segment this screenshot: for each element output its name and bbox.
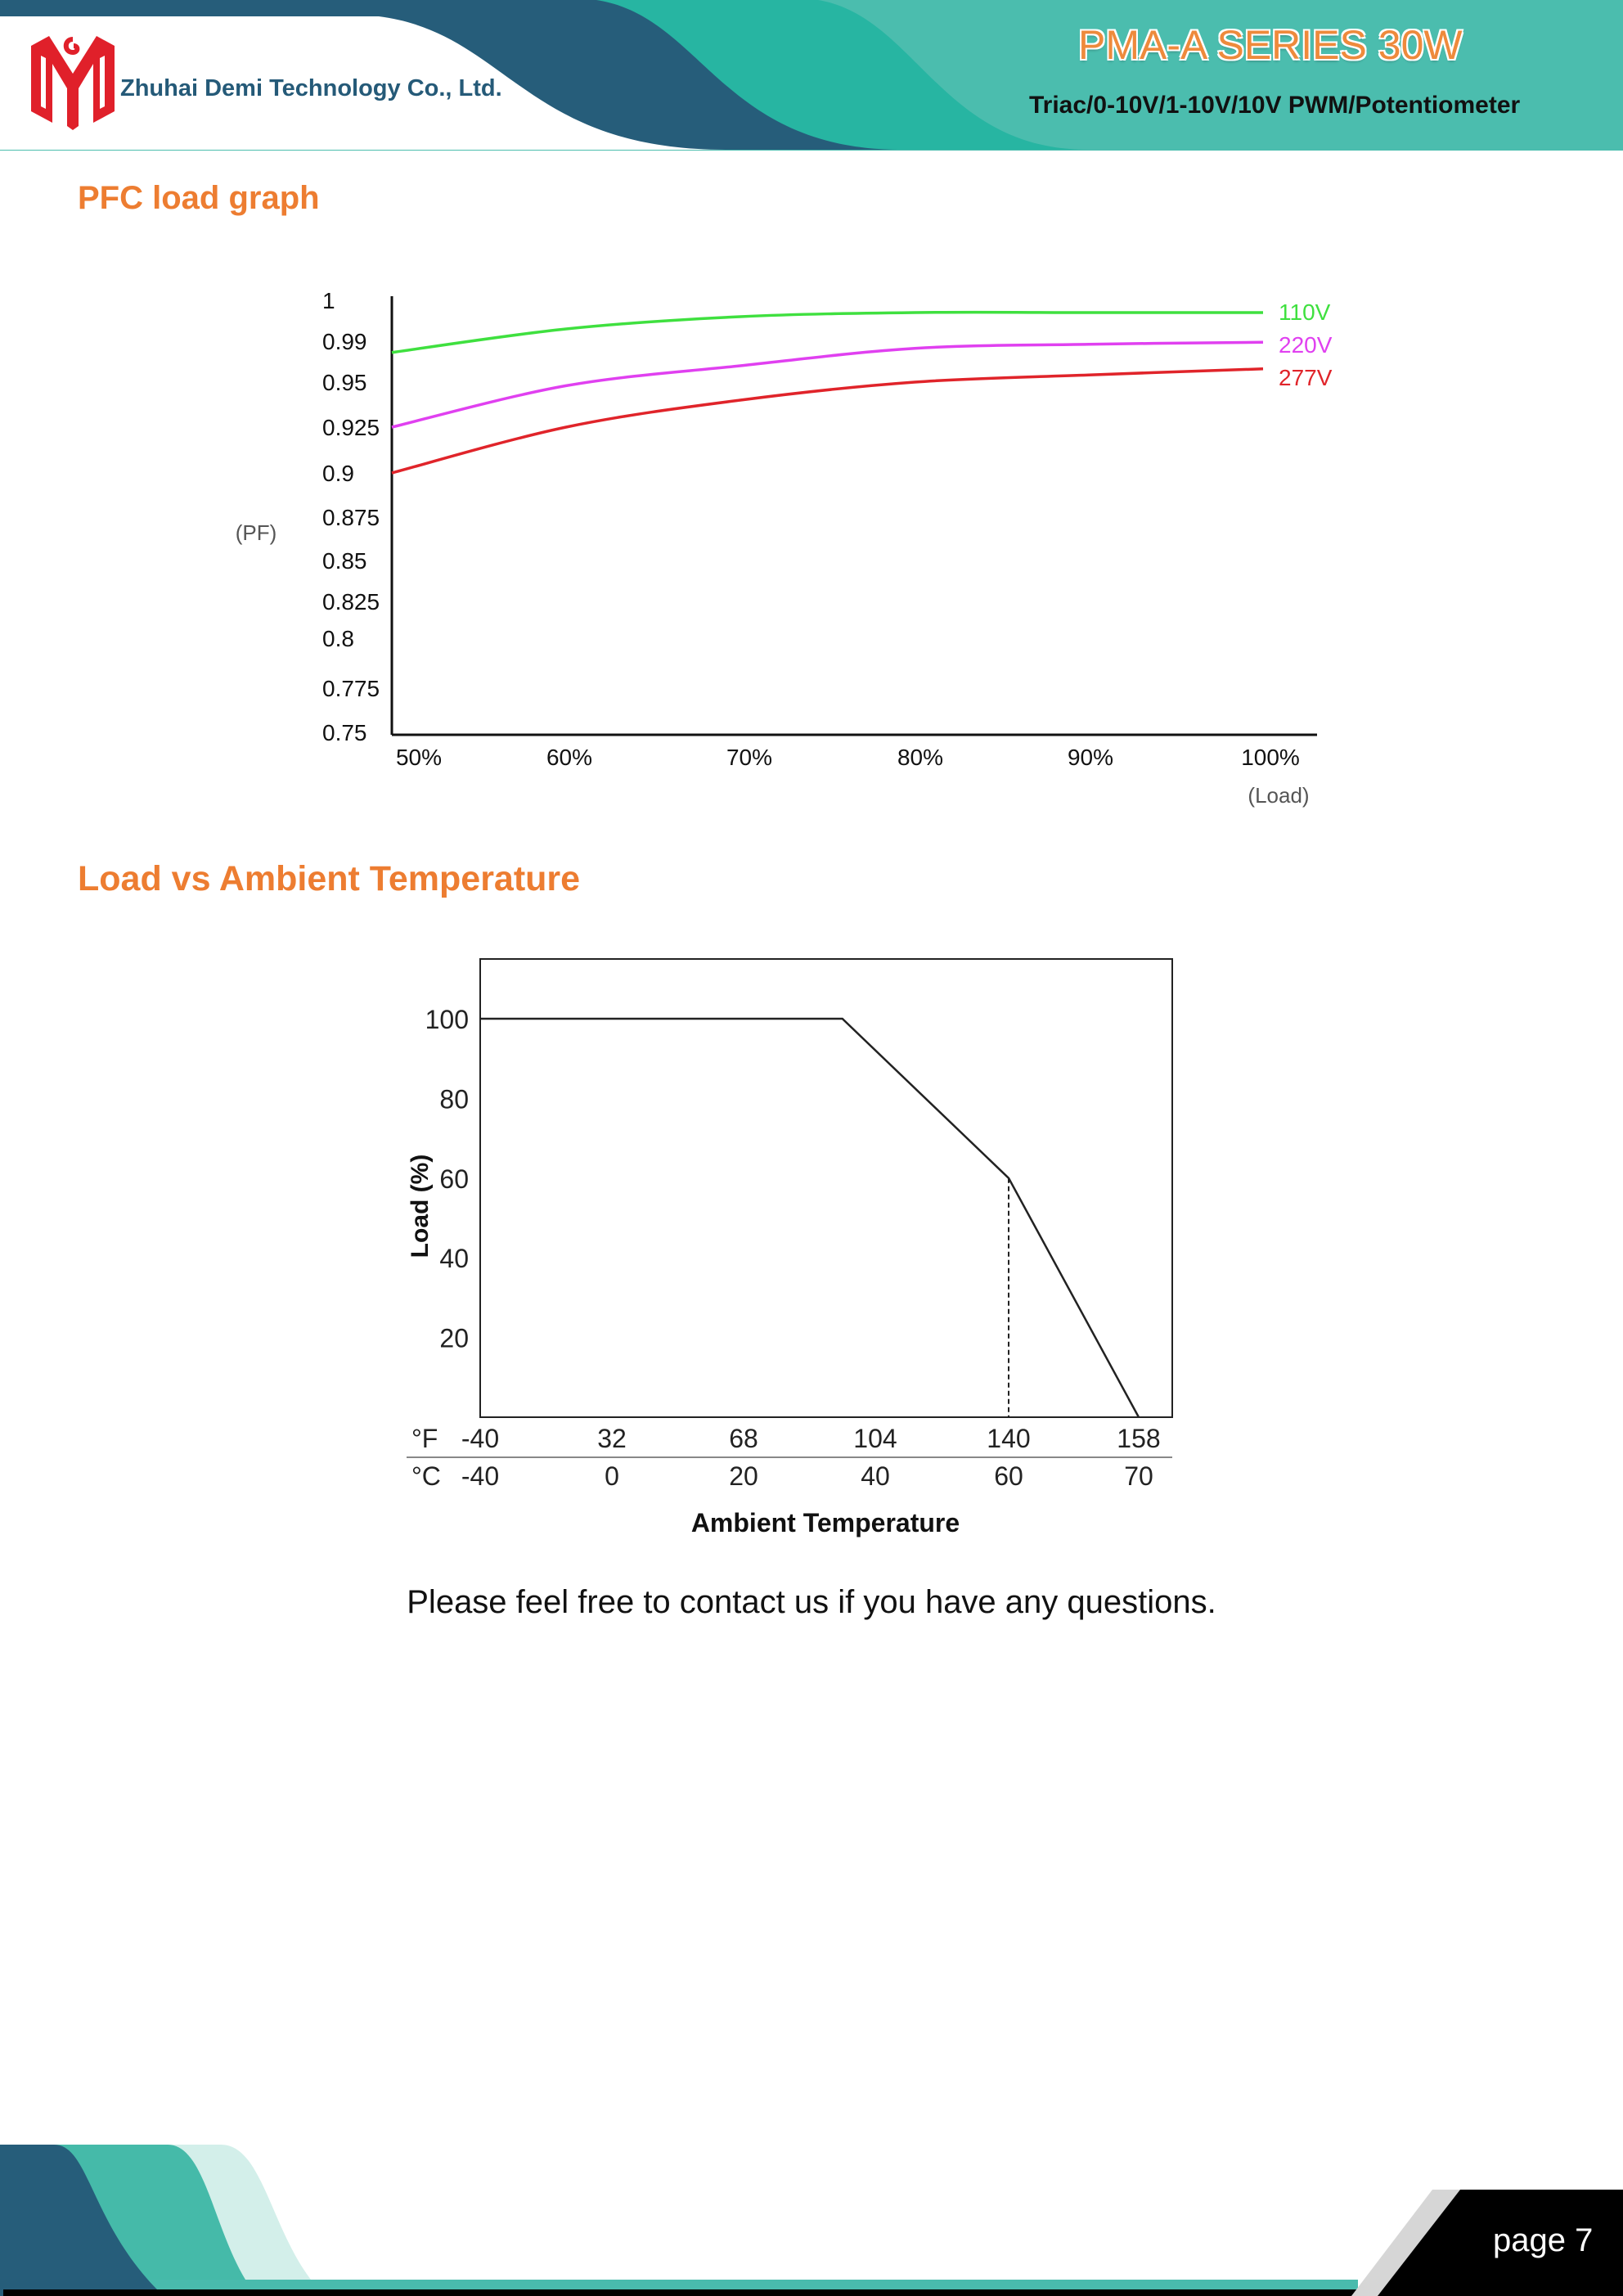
y-tick-label: 0.75 xyxy=(322,720,367,745)
y-tick-label: 0.85 xyxy=(322,548,367,574)
x-tick-label-f: 68 xyxy=(729,1424,758,1453)
y-tick-label: 0.9 xyxy=(322,461,354,486)
y-tick-label: 40 xyxy=(439,1244,469,1273)
y-tick-label: 0.8 xyxy=(322,626,354,651)
series-line-110V xyxy=(391,310,1263,354)
series-line-277V xyxy=(391,367,1264,475)
x-tick-label: 90% xyxy=(1068,745,1113,770)
x-tick-label-f: 140 xyxy=(987,1424,1030,1453)
y-tick-label: 0.925 xyxy=(322,415,380,440)
load-vs-temperature-chart: 20 40 60 80 100 Load (%) °F °C -40 32 68 104 140 158 -… xyxy=(407,958,1173,1537)
x-tick-label-f: -40 xyxy=(461,1424,499,1453)
x-tick-label: 100% xyxy=(1241,745,1300,770)
x-tick-label-c: 0 xyxy=(605,1461,619,1491)
x-tick-label-f: 32 xyxy=(597,1424,627,1453)
x-tick-label: 50% xyxy=(396,745,442,770)
x-tick-label-c: 40 xyxy=(861,1461,890,1491)
x-tick-label-f: 104 xyxy=(853,1424,897,1453)
y-tick-label: 0.99 xyxy=(322,329,367,354)
x-tick-label-c: 70 xyxy=(1124,1461,1153,1491)
series-label-110V: 110V xyxy=(1279,299,1331,325)
header-banner xyxy=(0,0,1623,151)
x-tick-label-f: 158 xyxy=(1117,1424,1160,1453)
x-axis-label: Ambient Temperature xyxy=(691,1508,960,1537)
y-tick-label: 60 xyxy=(439,1164,469,1194)
y-tick-label: 80 xyxy=(439,1084,469,1114)
y-tick-label: 1 xyxy=(322,288,335,313)
y-axis-label: Load (%) xyxy=(407,1155,434,1258)
derating-line xyxy=(480,1017,1140,1418)
y-tick-label: 0.95 xyxy=(322,370,367,395)
contact-text: Please feel free to contact us if you ha… xyxy=(407,1584,1216,1620)
series-label-220V: 220V xyxy=(1279,332,1333,358)
series-subtitle: Triac/0-10V/1-10V/10V PWM/Potentiometer xyxy=(1029,92,1521,119)
series-label-277V: 277V xyxy=(1279,365,1333,390)
y-tick-label: 0.775 xyxy=(322,676,380,701)
company-logo xyxy=(31,36,115,130)
x-tick-label: 60% xyxy=(546,745,592,770)
footer-banner xyxy=(0,2145,1623,2296)
y-tick-label: 0.875 xyxy=(322,505,380,530)
company-name: Zhuhai Demi Technology Co., Ltd. xyxy=(120,75,502,101)
temp-section-title: Load vs Ambient Temperature xyxy=(78,859,581,898)
plot-frame xyxy=(479,958,1173,1418)
celsius-unit: °C xyxy=(411,1461,441,1491)
page-number: page 7 xyxy=(1493,2222,1594,2258)
fahrenheit-unit: °F xyxy=(411,1424,438,1453)
x-tick-label: 80% xyxy=(897,745,943,770)
y-tick-label: 0.825 xyxy=(322,589,380,615)
y-tick-label: 20 xyxy=(439,1324,469,1353)
x-tick-label-c: 20 xyxy=(729,1461,758,1491)
pfc-section-title: PFC load graph xyxy=(78,180,320,216)
x-tick-label-c: -40 xyxy=(461,1461,499,1491)
y-axis-label: (PF) xyxy=(236,520,277,545)
x-tick-label: 70% xyxy=(726,745,772,770)
pfc-load-chart: 1 0.99 0.95 0.925 0.9 0.875 0.85 0.825 0.8 0.775 0… xyxy=(236,288,1333,808)
x-axis-label: (Load) xyxy=(1248,783,1309,808)
y-tick-label: 100 xyxy=(425,1005,469,1034)
x-tick-label-c: 60 xyxy=(994,1461,1023,1491)
series-title: PMA-A SERIES 30W xyxy=(1078,22,1463,68)
series-line-220V xyxy=(391,340,1264,429)
